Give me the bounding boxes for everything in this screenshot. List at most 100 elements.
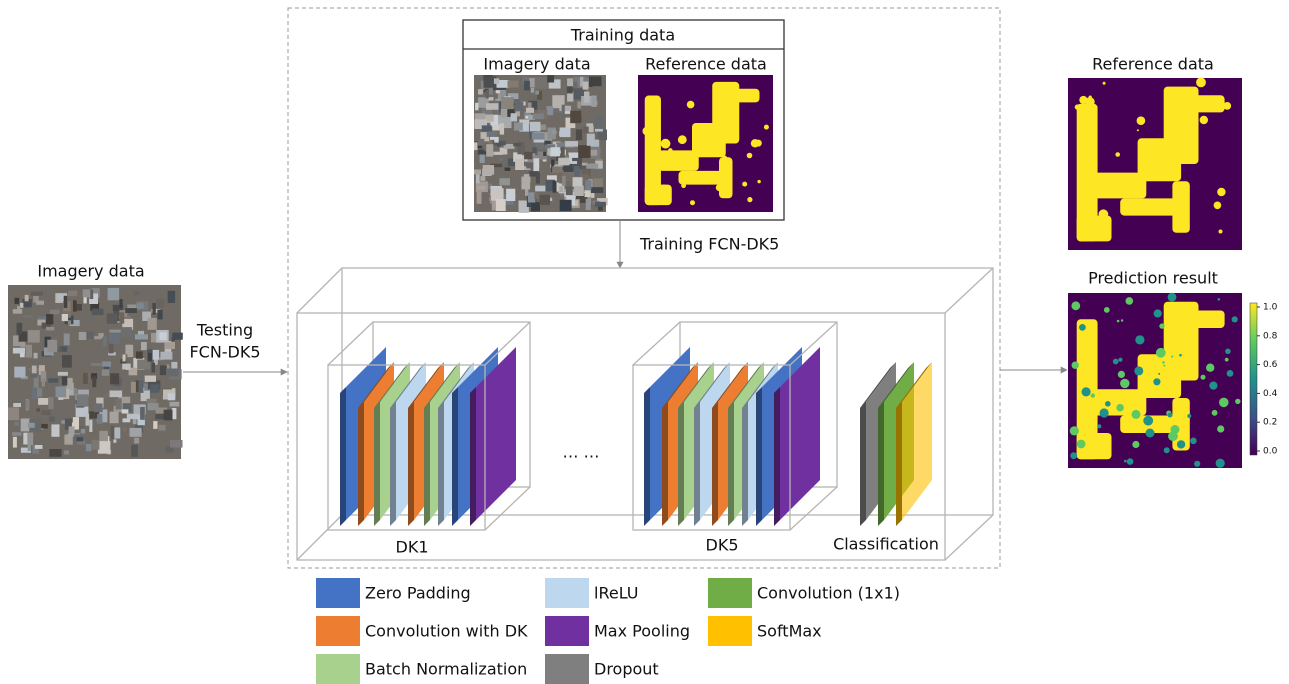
image-texture [1171,425,1180,434]
image-texture [168,291,176,303]
image-texture [77,304,82,311]
image-texture [499,178,510,185]
image-texture [150,384,159,393]
image-texture [141,342,147,350]
image-texture [35,445,43,449]
image-texture [658,150,699,171]
legend-swatch [316,616,360,646]
image-texture [145,376,156,382]
image-texture [587,134,595,146]
image-texture [160,352,172,360]
image-texture [585,180,591,190]
image-texture [1135,335,1144,344]
image-texture [46,327,54,331]
image-texture [139,380,143,393]
image-texture [570,111,581,124]
image-texture [134,292,140,296]
image-texture [1192,159,1194,161]
image-texture [591,96,596,107]
image-texture [1225,349,1231,355]
image-texture [1190,438,1197,445]
image-texture [500,123,504,135]
image-texture [1217,188,1225,196]
image-texture [113,439,116,442]
image-texture [1082,387,1091,396]
image-texture [1201,375,1206,380]
image-texture [560,128,571,138]
image-texture [36,301,44,305]
image-texture [474,170,481,175]
image-texture [159,332,166,340]
image-texture [668,154,677,163]
image-texture [496,199,506,211]
testing-step: Testing [196,321,253,340]
image-texture [742,182,747,187]
image-texture [9,421,15,424]
image-texture [170,440,183,448]
image-texture [99,431,108,441]
image-texture [127,345,133,357]
image-texture [83,373,88,384]
image-texture [26,400,30,409]
image-texture [51,424,59,436]
image-texture [131,445,138,457]
image-texture [1187,89,1197,99]
image-texture [148,318,157,330]
image-texture [92,440,100,450]
image-texture [89,420,92,432]
image-texture [1094,173,1146,199]
image-texture [1137,116,1146,125]
image-texture [1117,320,1120,323]
image-texture [558,158,569,166]
image-texture [110,412,119,424]
image-texture [119,299,122,308]
colorbar-tick-label: 0.2 [1263,418,1277,428]
image-texture [1072,362,1079,369]
image-texture [534,193,538,199]
image-texture [77,437,84,441]
image-texture [1225,358,1229,362]
image-texture [134,438,139,444]
image-texture [110,330,123,333]
image-texture [1120,379,1129,388]
legend-swatch [545,578,589,608]
legend-label: Dropout [594,660,659,679]
block-label: DK5 [706,536,739,555]
image-texture [489,87,493,95]
image-texture [156,299,164,308]
block-label: Classification [833,535,939,554]
image-texture [593,178,603,187]
image-texture [1235,399,1240,404]
image-texture [92,309,104,315]
legend-label: Batch Normalization [365,660,527,679]
image-texture [91,363,102,366]
image-texture [31,292,43,296]
image-texture [1091,393,1095,397]
image-texture [650,105,657,112]
image-texture [497,143,501,146]
image-texture [1083,233,1085,235]
image-texture [561,147,565,158]
colorbar [1250,303,1257,455]
image-texture [125,308,137,313]
image-texture [716,100,720,104]
image-texture [68,291,77,297]
input-label: Imagery data [37,262,144,281]
layers [340,347,932,526]
image-texture [1077,440,1086,449]
legend-label: SoftMax [757,622,822,641]
image-texture [486,103,498,110]
image-texture [79,332,87,340]
image-texture [1232,316,1238,322]
image-texture [159,425,166,431]
testing-step: FCN-DK5 [189,343,260,362]
image-texture [645,185,672,206]
image-texture [1134,366,1143,375]
image-texture [532,132,545,139]
colorbar-ticks: 1.00.80.60.40.20.0 [1257,303,1278,457]
image-texture [1115,152,1120,157]
image-texture [130,428,142,437]
image-texture [722,156,727,161]
image-texture [120,312,125,323]
image-texture [1168,293,1177,302]
